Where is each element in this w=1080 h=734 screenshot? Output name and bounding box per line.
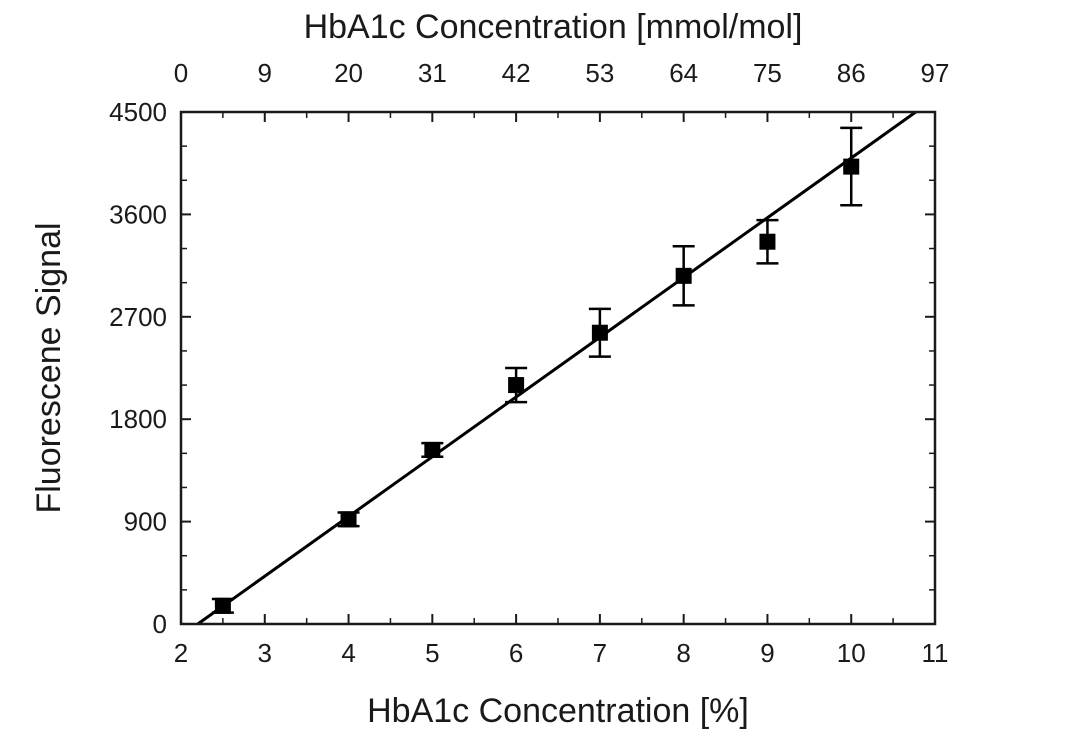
- x-tick-label: 11: [922, 638, 949, 668]
- y-tick-label: 1800: [109, 404, 167, 434]
- top-tick-label: 97: [921, 58, 950, 88]
- y-tick-label: 4500: [109, 97, 167, 127]
- x-tick-label: 8: [676, 638, 690, 668]
- data-point: [424, 441, 441, 458]
- ticks-layer: 2 3 4 5 6 7 8 9 10 11 0 9 20 31 42 53 64 75 86 97 0 900 1800 27…: [109, 58, 949, 668]
- y-axis-label: Fluorescene Signal: [30, 222, 68, 513]
- y-tick-label: 2700: [109, 302, 167, 332]
- data-point: [340, 511, 357, 528]
- x-tick-label: 9: [760, 638, 774, 668]
- plot-frame: [179, 110, 937, 626]
- x-tick-label: 10: [837, 638, 866, 668]
- top-tick-label: 31: [418, 58, 447, 88]
- x-tick-label: 6: [509, 638, 523, 668]
- y-tick-label: 0: [153, 609, 167, 639]
- top-axis-label: HbA1c Concentration [mmol/mol]: [304, 8, 803, 46]
- fit-line: [196, 110, 917, 626]
- data-point: [843, 158, 860, 175]
- errorbars-layer: [211, 126, 863, 614]
- x-tick-label: 2: [174, 638, 188, 668]
- x-axis-label: HbA1c Concentration [%]: [367, 692, 749, 730]
- x-tick-label: 7: [593, 638, 607, 668]
- top-tick-label: 64: [669, 58, 698, 88]
- x-tick-label: 3: [258, 638, 272, 668]
- top-tick-label: 53: [585, 58, 614, 88]
- data-point: [759, 233, 776, 250]
- points-layer: [214, 158, 860, 614]
- top-tick-label: 0: [174, 58, 188, 88]
- top-tick-label: 9: [258, 58, 272, 88]
- data-point: [675, 267, 692, 284]
- x-tick-label: 5: [425, 638, 439, 668]
- y-tick-label: 900: [124, 507, 167, 537]
- y-tick-label: 3600: [109, 199, 167, 229]
- top-tick-label: 42: [502, 58, 531, 88]
- data-point: [214, 597, 231, 614]
- x-tick-label: 4: [341, 638, 355, 668]
- data-point: [508, 377, 525, 394]
- top-tick-label: 20: [334, 58, 363, 88]
- top-tick-label: 86: [837, 58, 866, 88]
- top-tick-label: 75: [753, 58, 782, 88]
- data-point: [591, 324, 608, 341]
